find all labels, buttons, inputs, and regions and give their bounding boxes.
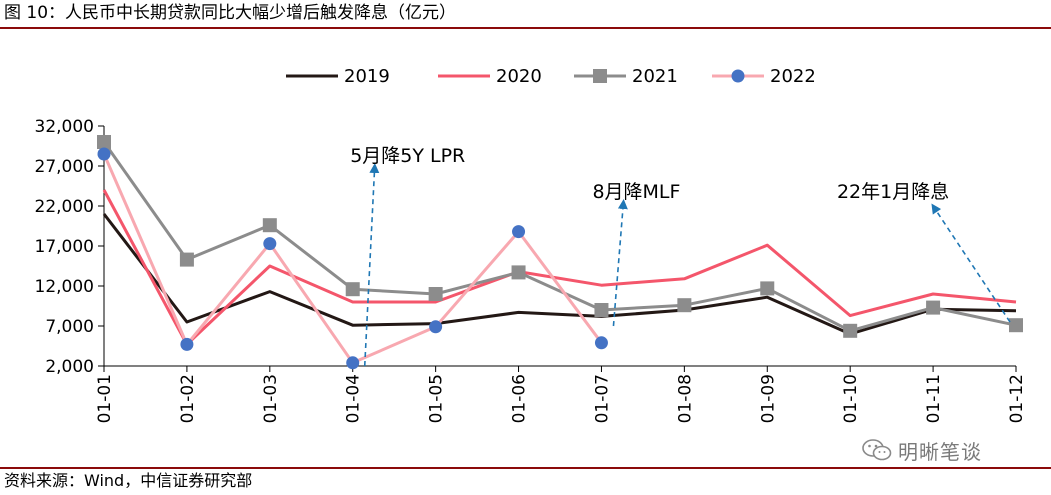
data-point-2022 [594,336,608,350]
annotation-label: 22年1月降息 [837,181,949,203]
data-point-2021 [760,281,775,296]
annotation-arrow [931,203,1011,323]
data-point-2021 [97,135,111,149]
annotation-label: 8月降MLF [592,181,680,203]
y-tick-label: 27,000 [35,157,94,177]
annotation-arrow [612,199,628,327]
source-note: 资料来源：Wind，中信证券研究部 [4,471,253,490]
watermark-text: 明晰笔谈 [898,439,982,464]
data-point-2022 [180,337,194,351]
plot-series [97,135,1023,370]
series-line-2020 [102,189,1017,346]
data-point-2021 [179,252,194,267]
x-tick-label: 01-06 [510,374,530,423]
legend-label-2019: 2019 [344,66,390,87]
x-tick-label: 01-05 [427,374,447,423]
x-tick-label: 01-07 [592,374,612,423]
title-rule [0,27,1051,29]
y-tick-label: 2,000 [45,357,94,377]
data-point-2022 [97,147,111,161]
legend-label-2021: 2021 [632,66,678,87]
data-point-2021 [428,287,443,301]
wechat-icon [862,439,892,461]
data-point-2022 [346,356,360,370]
y-tick-label: 7,000 [45,317,94,337]
data-point-2022 [429,320,443,334]
series-line-2019 [102,213,1017,336]
x-tick-label: 01-04 [344,374,364,423]
x-tick-label: 01-02 [178,374,198,423]
data-point-2021 [594,303,609,317]
y-tick-label: 17,000 [35,237,94,257]
y-tick-label: 22,000 [35,197,94,217]
data-point-2021 [345,282,360,297]
legend: 2019 2020 2021 2022 [286,66,816,87]
data-point-2022 [512,225,526,239]
x-axis: 01-01 01-02 01-03 01-04 01-05 01-06 01-07 01-08… [95,365,1027,423]
x-tick-label: 01-03 [261,374,281,423]
legend-marker-2021 [593,69,607,83]
watermark: 明晰笔谈 [862,436,982,464]
x-tick-label: 01-12 [1007,374,1027,423]
data-point-2021 [677,298,692,313]
x-tick-label: 01-09 [758,374,778,423]
x-tick-label: 01-08 [675,374,695,423]
legend-label-2020: 2020 [496,66,542,87]
line-chart: 2,000 7,000 12,000 17,000 22,000 27,000 32,000… [35,66,1027,423]
x-tick-label: 01-10 [841,374,861,423]
x-tick-label: 01-01 [95,374,115,423]
data-point-2021 [1009,318,1023,333]
y-tick-label: 32,000 [35,117,94,137]
legend-marker-2022 [731,69,745,83]
y-tick-label: 12,000 [35,277,94,297]
annotation-label: 5月降5Y LPR [350,145,465,167]
annotation-arrow [363,163,380,367]
series-line-2021 [102,141,1017,333]
data-point-2021 [843,323,858,338]
x-tick-label: 01-11 [924,374,944,423]
figure-title: 图 10：人民币中长期贷款同比大幅少增后触发降息（亿元） [4,3,457,23]
y-axis: 2,000 7,000 12,000 17,000 22,000 27,000 32,000 [35,117,105,377]
data-point-2021 [926,300,941,315]
data-point-2021 [511,265,526,280]
legend-label-2022: 2022 [770,66,816,87]
annotations: 5月降5Y LPR 8月降MLF 22年1月降息 [350,145,1011,367]
data-point-2021 [262,218,277,233]
data-point-2022 [263,237,277,251]
source-rule [0,467,1051,469]
